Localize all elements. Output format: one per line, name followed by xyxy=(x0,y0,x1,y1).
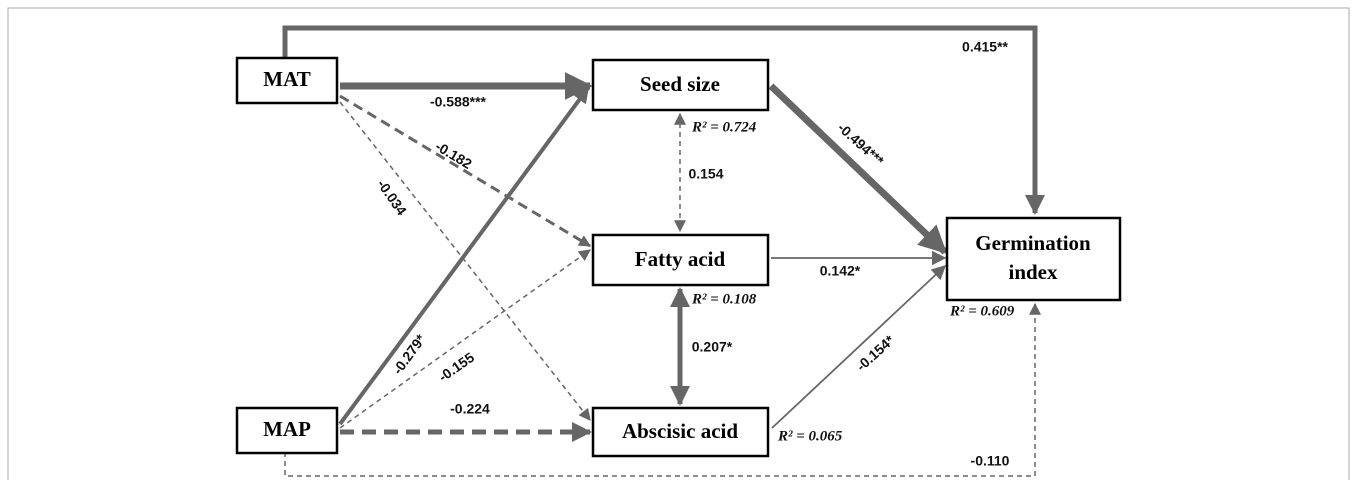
node: MAT xyxy=(235,56,339,105)
node-label: MAP xyxy=(263,417,311,441)
edge xyxy=(768,83,948,255)
edge xyxy=(339,249,591,429)
edge-label: -0.154* xyxy=(853,332,898,374)
node-label: index xyxy=(1008,260,1058,284)
edge xyxy=(282,25,1045,215)
r-squared: R² = 0.724 xyxy=(691,119,757,135)
node-label: Fatty acid xyxy=(635,247,726,271)
node-label: Abscisic acid xyxy=(622,419,738,443)
node: Abscisic acid xyxy=(591,406,770,458)
edge-label: -0.155 xyxy=(435,349,477,385)
frame xyxy=(7,7,1350,480)
edge-label: 0.207* xyxy=(692,339,733,355)
r-squared: R² = 0.609 xyxy=(949,303,1015,319)
edge-label: -0.034 xyxy=(374,176,410,218)
node: Fatty acid xyxy=(591,233,770,287)
edge xyxy=(339,94,592,248)
node-label: Seed size xyxy=(640,72,720,96)
edge-label: 0.142* xyxy=(820,263,861,279)
node: Germination index xyxy=(945,216,1122,302)
edge-label: -0.279* xyxy=(389,331,429,377)
node-label: Germination xyxy=(975,231,1091,255)
node: MAP xyxy=(235,406,339,455)
edge-label: -0.494*** xyxy=(835,119,888,169)
edge xyxy=(339,101,591,421)
edge xyxy=(338,86,590,426)
edge-label: -0.224 xyxy=(450,401,490,417)
node-label: MAT xyxy=(263,67,310,91)
edge-label: 0.415** xyxy=(962,39,1008,55)
node: Seed size xyxy=(591,58,770,112)
r-squared: R² = 0.065 xyxy=(777,428,843,444)
edge-label: -0.182 xyxy=(433,138,475,172)
r-squared: R² = 0.108 xyxy=(691,291,757,307)
edge-label: -0.110 xyxy=(971,453,1010,469)
edge-label: 0.154 xyxy=(688,166,723,182)
edge xyxy=(284,302,1041,477)
edge-label: -0.588*** xyxy=(430,94,487,110)
edge xyxy=(771,265,947,429)
